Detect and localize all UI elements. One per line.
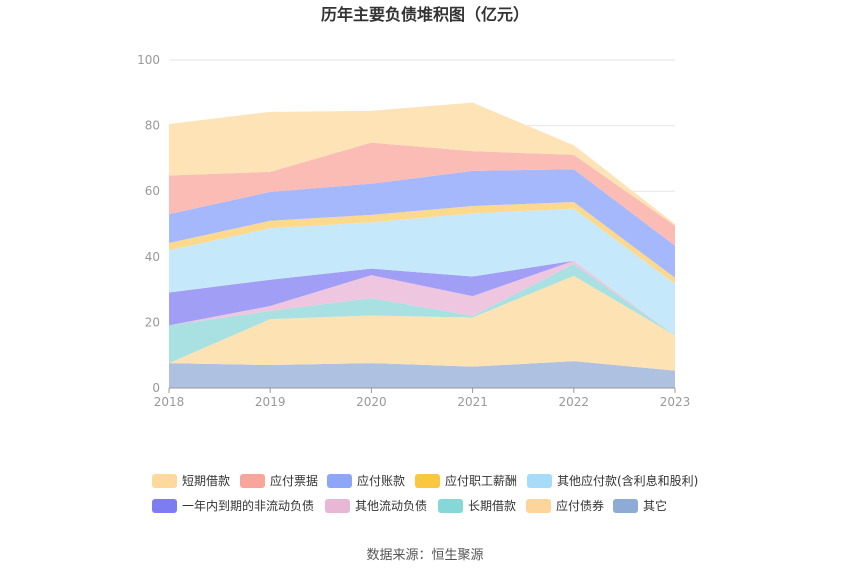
area-series-2 — [169, 264, 675, 364]
legend-label: 其他流动负债 — [355, 499, 427, 513]
legend-item[interactable]: 应付票据 — [240, 473, 318, 488]
x-tick-label: 2021 — [457, 395, 488, 409]
legend-swatch — [613, 499, 638, 513]
chart-title: 历年主要负债堆积图（亿元） — [321, 5, 529, 24]
y-tick-label: 60 — [145, 184, 160, 198]
area-series-4 — [169, 260, 675, 336]
area-series-6 — [169, 202, 675, 285]
area-series-8 — [169, 142, 675, 246]
legend-swatch — [152, 499, 177, 513]
legend-label: 长期借款 — [468, 499, 516, 513]
legend-item[interactable]: 应付职工薪酬 — [415, 473, 517, 488]
legend-swatch — [527, 474, 552, 488]
x-tick-label: 2018 — [154, 395, 185, 409]
legend-swatch — [152, 474, 177, 488]
area-series-0 — [169, 361, 675, 388]
legend: 短期借款 应付票据 应付账款 应付职工薪酬 其他应付款(含利息和股利) 一年内到期的非流动… — [152, 473, 698, 513]
area-series-3 — [169, 260, 675, 336]
legend-label: 其它 — [643, 498, 667, 513]
legend-item[interactable]: 短期借款 — [152, 474, 230, 488]
legend-label: 应付票据 — [270, 473, 318, 488]
data-source-note: 数据来源：恒生聚源 — [366, 548, 483, 563]
legend-label: 一年内到期的非流动负债 — [182, 498, 314, 513]
area-series-1 — [169, 275, 675, 371]
area-series-9 — [169, 102, 675, 226]
legend-label: 应付账款 — [357, 473, 405, 488]
legend-swatch — [526, 499, 551, 513]
y-tick-label: 0 — [152, 381, 160, 395]
legend-swatch — [240, 474, 265, 488]
legend-label: 应付职工薪酬 — [445, 473, 517, 488]
area-series-7 — [169, 169, 675, 278]
x-tick-label: 2019 — [255, 395, 286, 409]
legend-item[interactable]: 应付债券 — [526, 498, 604, 513]
x-tick-label: 2020 — [356, 395, 387, 409]
legend-swatch — [325, 499, 350, 513]
legend-swatch — [327, 474, 352, 488]
legend-label: 其他应付款(含利息和股利) — [557, 473, 698, 488]
y-tick-label: 20 — [145, 315, 160, 329]
legend-item[interactable]: 其他应付款(含利息和股利) — [527, 473, 698, 488]
y-tick-label: 100 — [137, 53, 160, 67]
legend-item[interactable]: 应付账款 — [327, 473, 405, 488]
legend-item[interactable]: 长期借款 — [438, 499, 516, 513]
area-series-group — [169, 102, 675, 388]
legend-swatch — [438, 499, 463, 513]
legend-swatch — [415, 474, 440, 488]
area-series-5 — [169, 208, 675, 336]
x-tick-label: 2022 — [559, 395, 590, 409]
x-tick-label: 2023 — [660, 395, 691, 409]
legend-label: 短期借款 — [182, 474, 230, 488]
legend-item[interactable]: 一年内到期的非流动负债 — [152, 498, 314, 513]
legend-item[interactable]: 其它 — [613, 498, 667, 513]
axes: 0 20 40 60 80 100 2018 2019 2020 2021 2022 2023 — [137, 53, 690, 409]
legend-label: 应付债券 — [556, 498, 604, 513]
legend-item[interactable]: 其他流动负债 — [325, 499, 427, 513]
y-tick-label: 40 — [145, 250, 160, 264]
y-tick-label: 80 — [145, 119, 160, 133]
